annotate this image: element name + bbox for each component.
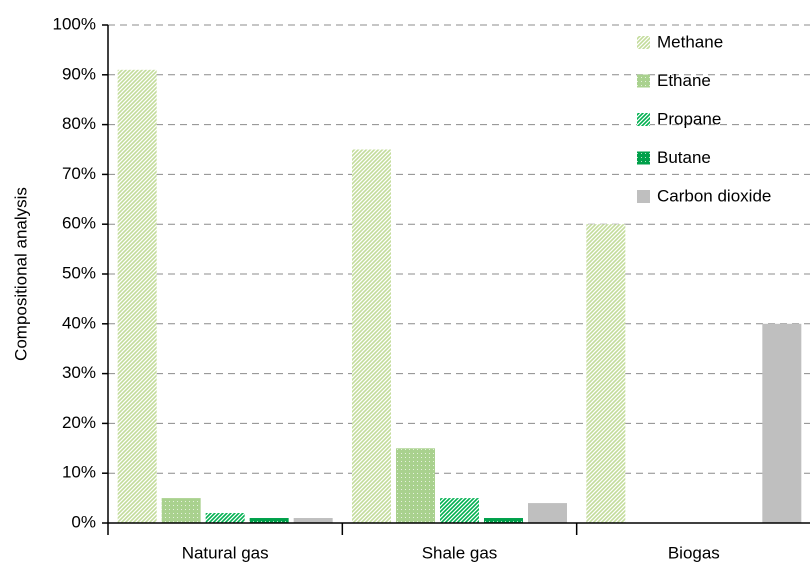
bar (762, 323, 802, 523)
bar (352, 149, 391, 523)
legend-label: Butane (657, 148, 711, 167)
bar (528, 503, 567, 523)
bar (293, 518, 333, 523)
legend-swatch (637, 190, 650, 203)
legend-swatch (637, 151, 650, 165)
legend-label: Propane (657, 109, 721, 128)
y-tick-label: 30% (62, 363, 96, 382)
legend-label: Ethane (657, 71, 711, 90)
legend-swatch (637, 36, 650, 49)
bar (205, 513, 245, 523)
y-tick-label: 20% (62, 413, 96, 432)
y-tick-label: 10% (62, 463, 96, 482)
bar (484, 518, 523, 523)
y-tick-label: 100% (53, 14, 96, 33)
bar (586, 224, 626, 523)
x-tick-label: Shale gas (422, 543, 498, 562)
y-tick-label: 70% (62, 164, 96, 183)
bar (117, 69, 157, 523)
legend-swatch (637, 113, 650, 126)
y-tick-label: 50% (62, 263, 96, 282)
y-tick-label: 60% (62, 214, 96, 233)
bar (161, 498, 201, 523)
y-tick-label: 40% (62, 313, 96, 332)
x-tick-label: Biogas (668, 543, 720, 562)
legend-swatch (637, 74, 650, 88)
x-tick-label: Natural gas (182, 543, 269, 562)
legend-label: Methane (657, 32, 723, 51)
bar (440, 498, 479, 523)
y-tick-label: 90% (62, 64, 96, 83)
bar (396, 448, 435, 523)
y-tick-label: 0% (71, 512, 96, 531)
legend-label: Carbon dioxide (657, 186, 771, 205)
y-tick-label: 80% (62, 114, 96, 133)
y-axis-label: Compositional analysis (11, 187, 30, 361)
bar (249, 518, 289, 523)
